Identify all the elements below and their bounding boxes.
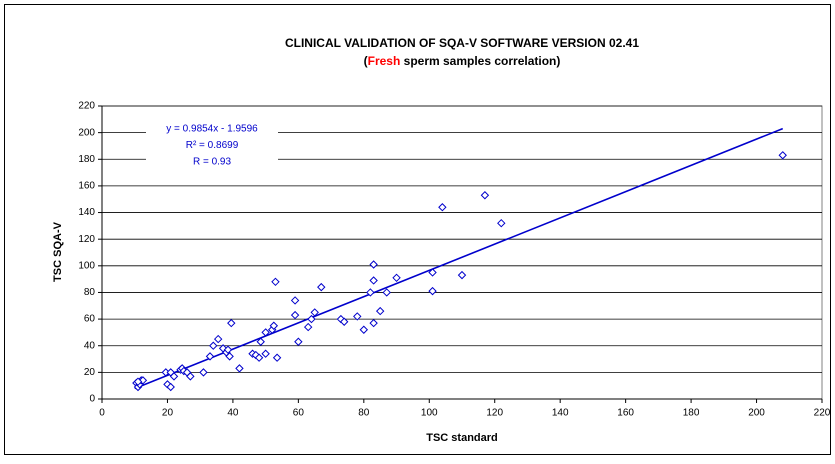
data-point bbox=[375, 306, 385, 316]
x-tick-label: 180 bbox=[683, 408, 700, 419]
data-point bbox=[480, 191, 490, 200]
data-point bbox=[359, 325, 369, 334]
annotation: R = 0.93 bbox=[193, 157, 232, 168]
data-point bbox=[497, 218, 506, 228]
chart-subtitle: (Fresh sperm samples correlation) bbox=[364, 54, 561, 68]
data-point bbox=[261, 349, 270, 358]
x-tick-label: 80 bbox=[358, 408, 370, 419]
data-point bbox=[290, 310, 300, 320]
data-point bbox=[339, 317, 349, 326]
data-point bbox=[269, 321, 279, 330]
x-tick-label: 100 bbox=[421, 408, 438, 419]
y-tick-label: 100 bbox=[78, 260, 95, 271]
data-point bbox=[353, 312, 362, 321]
subtitle-part: sperm samples correlation) bbox=[400, 54, 560, 68]
x-tick-label: 220 bbox=[814, 408, 831, 419]
data-point bbox=[392, 273, 401, 283]
data-point bbox=[199, 368, 208, 377]
data-point bbox=[235, 364, 244, 373]
annotation: R² = 0.8699 bbox=[186, 140, 239, 151]
data-point bbox=[778, 151, 787, 160]
data-point bbox=[227, 318, 236, 328]
annotation-box bbox=[146, 120, 278, 172]
x-tick-label: 120 bbox=[486, 408, 503, 419]
x-axis-label: TSC standard bbox=[426, 432, 498, 444]
data-point bbox=[369, 276, 378, 285]
data-point bbox=[428, 286, 437, 296]
x-tick-label: 0 bbox=[99, 408, 105, 419]
data-point bbox=[307, 314, 316, 324]
data-point bbox=[223, 345, 233, 354]
data-point bbox=[294, 337, 303, 346]
chart-title: CLINICAL VALIDATION OF SQA-V SOFTWARE VE… bbox=[285, 36, 639, 50]
data-point bbox=[310, 308, 319, 317]
y-tick-label: 200 bbox=[78, 127, 95, 138]
data-point bbox=[261, 328, 270, 337]
y-tick-label: 40 bbox=[84, 340, 96, 351]
x-tick-label: 200 bbox=[748, 408, 765, 419]
data-point bbox=[317, 282, 326, 292]
x-tick-label: 160 bbox=[617, 408, 634, 419]
data-point bbox=[205, 352, 215, 361]
data-point bbox=[138, 376, 148, 385]
data-point bbox=[457, 270, 467, 280]
data-point bbox=[369, 260, 378, 269]
trendline bbox=[134, 127, 784, 390]
data-point bbox=[225, 352, 234, 361]
data-point bbox=[213, 334, 223, 344]
y-tick-label: 220 bbox=[78, 101, 95, 112]
y-axis-label: TSC SQA-V bbox=[52, 221, 64, 282]
data-point bbox=[133, 377, 143, 386]
data-point bbox=[290, 296, 300, 305]
y-tick-label: 80 bbox=[84, 287, 96, 298]
data-point bbox=[369, 318, 378, 328]
subtitle-part: ( bbox=[364, 54, 368, 68]
data-point bbox=[254, 353, 264, 362]
data-point bbox=[366, 288, 375, 297]
y-tick-label: 120 bbox=[78, 234, 95, 245]
y-tick-label: 20 bbox=[84, 367, 96, 378]
data-point bbox=[428, 268, 437, 277]
x-tick-label: 140 bbox=[552, 408, 569, 419]
y-tick-label: 140 bbox=[78, 207, 95, 218]
data-point bbox=[272, 353, 282, 362]
subtitle-part: Fresh bbox=[368, 54, 401, 68]
y-tick-label: 180 bbox=[78, 154, 95, 165]
annotation: y = 0.9854x - 1.9596 bbox=[166, 124, 258, 135]
data-point bbox=[169, 372, 179, 381]
y-tick-label: 160 bbox=[78, 181, 95, 192]
data-point bbox=[438, 203, 447, 212]
x-tick-label: 40 bbox=[227, 408, 239, 419]
x-tick-label: 20 bbox=[162, 408, 174, 419]
data-point bbox=[186, 372, 195, 381]
data-point bbox=[271, 277, 280, 287]
data-point bbox=[209, 341, 218, 350]
data-point bbox=[256, 337, 265, 346]
data-point bbox=[166, 382, 175, 392]
y-tick-label: 60 bbox=[84, 314, 96, 325]
data-point bbox=[303, 322, 313, 332]
y-tick-label: 0 bbox=[89, 394, 95, 405]
data-point bbox=[382, 288, 391, 297]
x-tick-label: 60 bbox=[293, 408, 305, 419]
